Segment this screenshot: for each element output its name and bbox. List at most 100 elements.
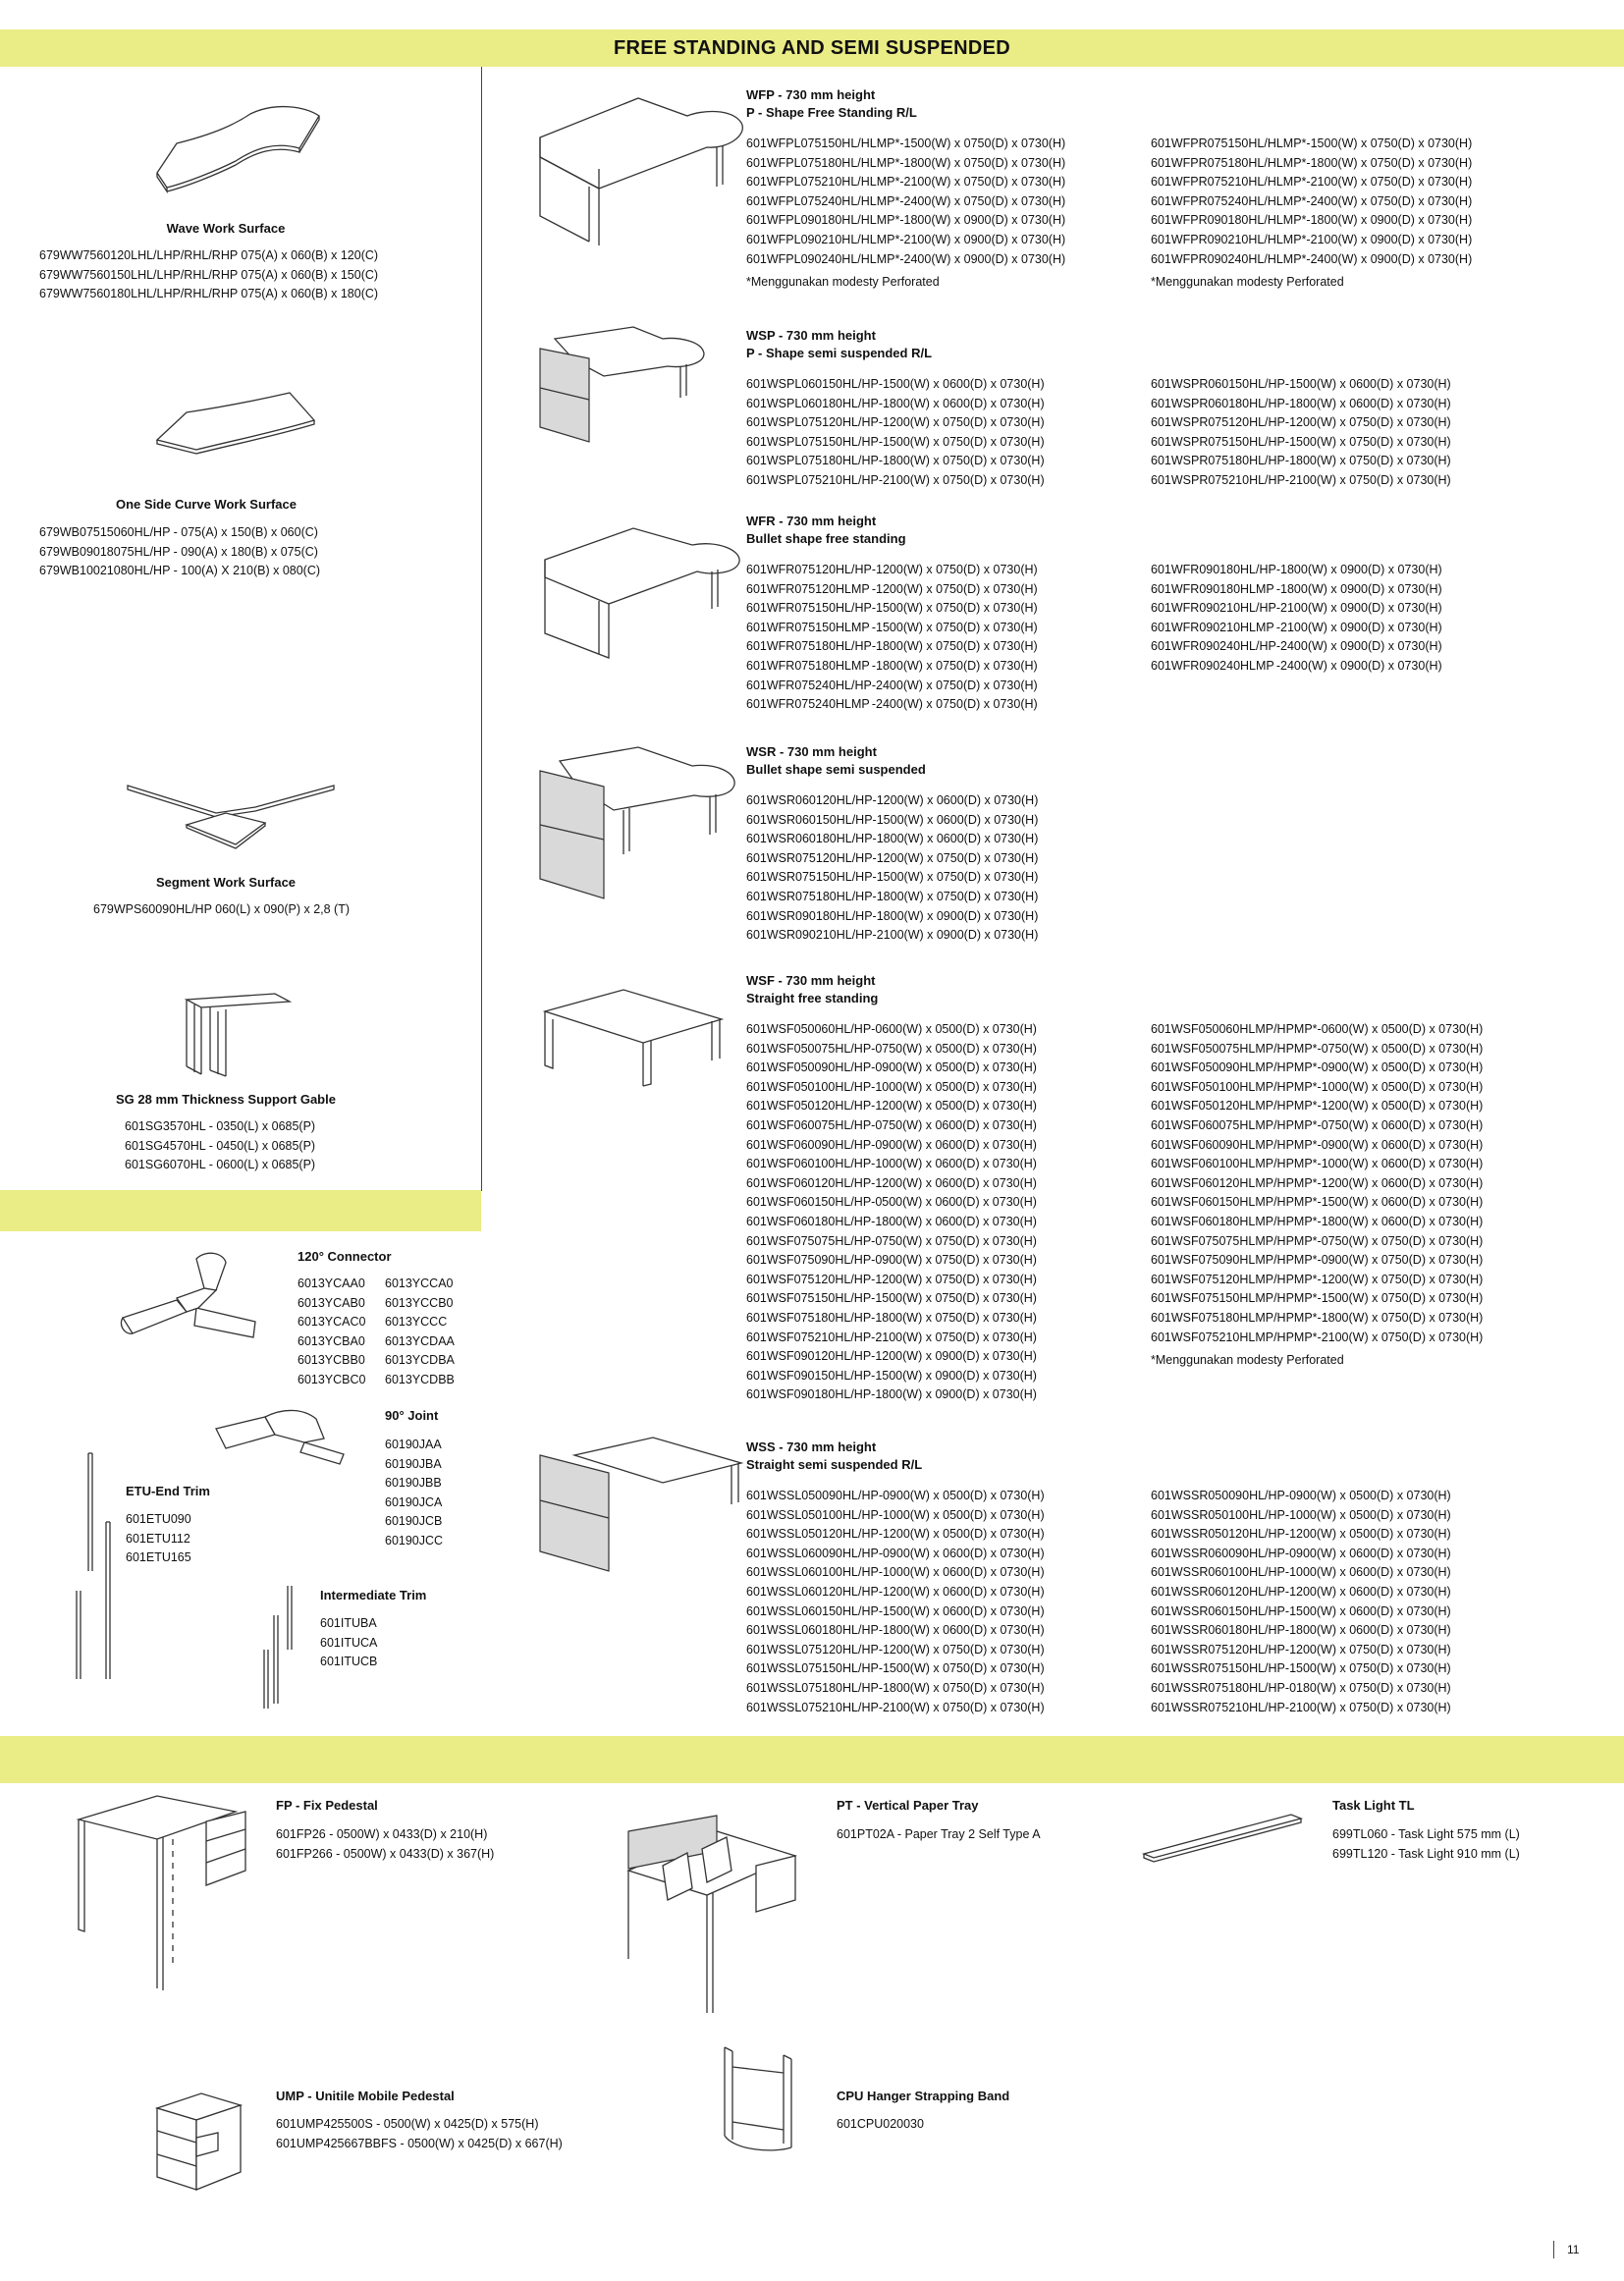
- product-code: 601WFR075120HLMP: [746, 581, 870, 596]
- separator-dash: -: [899, 136, 904, 150]
- table-row: 601WSF060120HLMP/HPMP* -1200(W) x 0600(D)…: [1151, 1174, 1483, 1194]
- product-code: 601WFPR090180HL/HLMP*: [1151, 213, 1307, 228]
- product-dimensions: 1200(W) x 0750(D) x 0730(H): [876, 581, 1038, 596]
- separator-dash: -: [1317, 1099, 1322, 1113]
- one-side-specs: 679WB07515060HL/HP - 075(A) x 150(B) x 0…: [39, 523, 320, 581]
- product-code: 601WSF075090HLMP/HPMP*: [1151, 1253, 1318, 1268]
- separator-dash: -: [878, 434, 883, 449]
- product-code: 601WFR090180HL/HP: [1151, 563, 1276, 576]
- separator-dash: -: [878, 1489, 883, 1502]
- table-row: 601WSF060075HLMP/HPMP* -0750(W) x 0600(D)…: [1151, 1116, 1483, 1136]
- product-code: 601WFR090180HLMP: [1151, 581, 1274, 596]
- table-row: 601WSR090180HL/HP -1800(W) x 0900(D) x 07…: [746, 907, 1038, 927]
- code: 6013YCBC0: [298, 1372, 366, 1386]
- table-row: 601WSSR075120HL/HP -1200(W) x 0750(D) x 0…: [1151, 1641, 1451, 1660]
- section-wsf: WSF - 730 mm height Straight free standin…: [746, 972, 1483, 1401]
- product-code: 601WSF050090HLMP/HPMP*: [1151, 1060, 1318, 1075]
- separator-dash: -: [1317, 1137, 1322, 1152]
- separator-dash: -: [899, 175, 904, 190]
- section-subtitle: Bullet shape free standing: [746, 531, 906, 546]
- separator-dash: -: [878, 1700, 883, 1714]
- pt-specs: 601PT02A - Paper Tray 2 Self Type A: [837, 1825, 1041, 1845]
- table-row: 601WFR090180HL/HP -1800(W) x 0900(D) x 07…: [1151, 561, 1442, 580]
- spec-table-left: 601WFR075120HL/HP -1200(W) x 0750(D) x 07…: [746, 561, 1038, 715]
- wave-specs: 679WW7560120LHL/LHP/RHL/RHP 075(A) x 060…: [39, 246, 378, 304]
- product-dimensions: 1000(W) x 0500(D) x 0730(H): [882, 1507, 1045, 1522]
- section-note: *Menggunakan modesty Perforated: [1151, 1353, 1344, 1368]
- separator-dash: -: [1317, 1060, 1322, 1075]
- product-dimensions: 1800(W) x 0600(D) x 0730(H): [875, 1214, 1037, 1228]
- code: 60190JBA: [385, 1456, 442, 1471]
- product-dimensions: 1500(W) x 0900(D) x 0730(H): [875, 1368, 1037, 1383]
- tl-specs: 699TL060 - Task Light 575 mm (L) 699TL12…: [1332, 1825, 1520, 1864]
- product-code: 601WSSR060180HL/HP: [1151, 1623, 1285, 1638]
- cpu-hanger-drawing: [724, 2046, 792, 2151]
- table-row: 601WSF060090HL/HP -0900(W) x 0600(D) x 07…: [746, 1136, 1037, 1156]
- separator-dash: -: [1306, 136, 1311, 150]
- separator-dash: -: [1306, 155, 1311, 170]
- table-row: 601WFR090240HL/HP -2400(W) x 0900(D) x 07…: [1151, 637, 1442, 657]
- code: 601ITUCB: [320, 1655, 378, 1669]
- product-dimensions: 2100(W) x 0750(D) x 0730(H): [1289, 1700, 1451, 1714]
- wfr-desk-drawing: [544, 527, 740, 659]
- product-dimensions: 1500(W) x 0750(D) x 0730(H): [1321, 1291, 1484, 1306]
- code: 6013YCCB0: [385, 1295, 454, 1310]
- product-code: 601WSSL075180HL/HP: [746, 1680, 879, 1695]
- product-dimensions: 1800(W) x 0600(D) x 0730(H): [1289, 396, 1451, 410]
- table-row: 601WSF050060HL/HP -0600(W) x 0500(D) x 07…: [746, 1020, 1037, 1040]
- code: 60190JCB: [385, 1514, 443, 1529]
- separator-dash: -: [871, 658, 877, 673]
- product-code: 601WSPL075120HL/HP: [746, 415, 879, 430]
- table-row: 601WSF075090HLMP/HPMP* -0900(W) x 0750(D)…: [1151, 1251, 1483, 1271]
- table-row: 601WSR090210HL/HP -2100(W) x 0900(D) x 07…: [746, 926, 1038, 946]
- spec-line: 699TL120 - Task Light 910 mm (L): [1332, 1846, 1520, 1861]
- separator-dash: -: [899, 251, 904, 266]
- product-code: 601WFR075240HLMP: [746, 697, 870, 712]
- spec-table-left: 601WSF050060HL/HP -0600(W) x 0500(D) x 07…: [746, 1020, 1037, 1405]
- product-code: 601WSF060090HLMP/HPMP*: [1151, 1137, 1318, 1152]
- product-code: 601WSSL050090HL/HP: [746, 1489, 879, 1502]
- support-gable-drawing: [184, 993, 293, 1077]
- table-row: 601WSF060180HLMP/HPMP* -1800(W) x 0600(D)…: [1151, 1213, 1483, 1232]
- table-row: 601WFR075150HL/HP -1500(W) x 0750(D) x 07…: [746, 599, 1038, 619]
- table-row: 601WSPL060150HL/HP -1500(W) x 0600(D) x 0…: [746, 375, 1045, 395]
- table-row: 601WSR075180HL/HP -1800(W) x 0750(D) x 07…: [746, 888, 1038, 907]
- table-row: 601WSF060100HLMP/HPMP* -1000(W) x 0600(D)…: [1151, 1155, 1483, 1174]
- table-row: 601WSF050120HL/HP -1200(W) x 0500(D) x 07…: [746, 1097, 1037, 1116]
- product-dimensions: 1200(W) x 0500(D) x 0730(H): [875, 1099, 1037, 1113]
- separator-dash: -: [1284, 1661, 1290, 1676]
- tl-caption: Task Light TL: [1332, 1798, 1415, 1813]
- product-dimensions: 2100(W) x 0900(D) x 0730(H): [1310, 232, 1473, 246]
- separator-dash: -: [871, 1253, 876, 1268]
- product-dimensions: 1200(W) x 0750(D) x 0730(H): [1289, 415, 1451, 430]
- ump-caption: UMP - Unitile Mobile Pedestal: [276, 2089, 455, 2103]
- wave-work-surface-drawing: [156, 105, 320, 194]
- section-title: WSS - 730 mm height: [746, 1439, 877, 1454]
- table-row: 601WFR075240HLMP -2400(W) x 0750(D) x 073…: [746, 695, 1038, 715]
- product-code: 601WFR075240HL/HP: [746, 678, 872, 692]
- product-dimensions: 2100(W) x 0900(D) x 0730(H): [1280, 601, 1442, 616]
- product-dimensions: 1500(W) x 0600(D) x 0730(H): [1321, 1195, 1484, 1210]
- product-dimensions: 0900(W) x 0500(D) x 0730(H): [1289, 1489, 1451, 1502]
- separator-dash: -: [871, 1157, 876, 1171]
- spec-line: 679WW7560120LHL/LHP/RHL/RHP 075(A) x 060…: [39, 248, 379, 262]
- wave-caption: Wave Work Surface: [166, 221, 286, 236]
- section-wfr: WFR - 730 mm height Bullet shape free sta…: [746, 513, 1442, 711]
- product-dimensions: 2100(W) x 0750(D) x 0730(H): [882, 1700, 1045, 1714]
- table-row: 601WSF075090HL/HP -0900(W) x 0750(D) x 07…: [746, 1251, 1037, 1271]
- table-row: 601WSSL050090HL/HP -0900(W) x 0500(D) x 0…: [746, 1487, 1045, 1506]
- product-dimensions: 2100(W) x 0900(D) x 0730(H): [1280, 620, 1442, 634]
- separator-dash: -: [1317, 1195, 1322, 1210]
- product-dimensions: 2400(W) x 0900(D) x 0730(H): [903, 251, 1066, 266]
- product-code: 601WSPR060150HL/HP: [1151, 377, 1285, 391]
- product-dimensions: 1500(W) x 0750(D) x 0730(H): [876, 601, 1038, 616]
- section-subtitle: Straight semi suspended R/L: [746, 1457, 923, 1472]
- table-row: 601WFPR075240HL/HLMP* -2400(W) x 0750(D) …: [1151, 192, 1472, 212]
- separator-dash: -: [1284, 472, 1290, 487]
- wsr-desk-drawing: [539, 746, 735, 899]
- product-dimensions: 1800(W) x 0900(D) x 0730(H): [1280, 563, 1442, 576]
- section-title: WFP - 730 mm height: [746, 87, 876, 102]
- product-dimensions: 1200(W) x 0750(D) x 0730(H): [1289, 1642, 1451, 1656]
- product-dimensions: 1500(W) x 0750(D) x 0730(H): [875, 1291, 1037, 1306]
- fp-drawing: [76, 1795, 246, 1990]
